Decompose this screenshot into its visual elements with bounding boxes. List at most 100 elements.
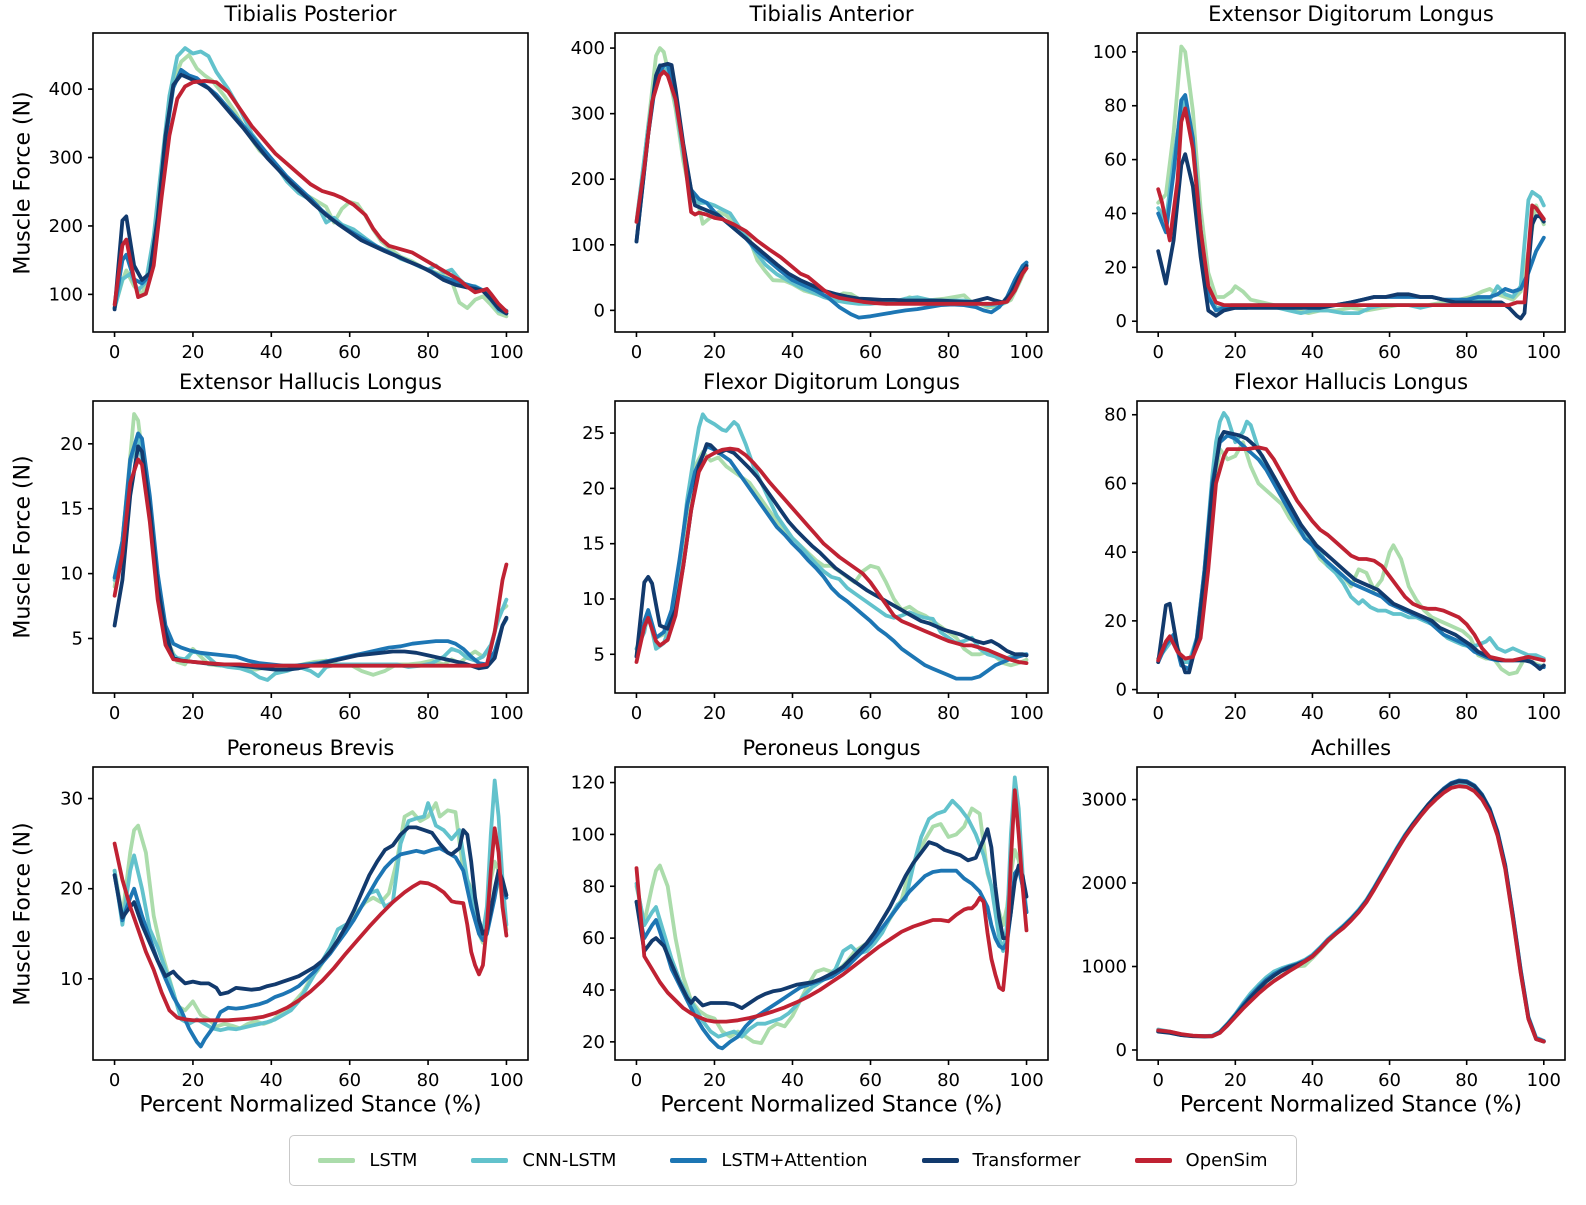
y-tick-label: 300 <box>49 148 83 169</box>
axes-spines <box>614 766 1049 1061</box>
y-tick-label: 300 <box>571 104 605 125</box>
series-line-cnn-lstm <box>1156 411 1546 664</box>
y-tick-label: 60 <box>1104 473 1127 494</box>
subplot-peroneus-brevis: Peroneus Brevis Muscle Force (N) Percent… <box>0 724 529 1133</box>
transformer-line-swatch-icon <box>921 1158 959 1163</box>
x-tick-label: 60 <box>859 342 882 362</box>
series-line-lstm-attention <box>634 866 1029 1051</box>
axes-spines <box>1136 766 1566 1061</box>
x-tick-label: 60 <box>1378 342 1401 362</box>
plot-canvas: 0 20 40 60 80 100 0 100 200 300 400 <box>571 32 1049 362</box>
series-line-transformer <box>1156 430 1546 675</box>
series-line-opensim <box>634 446 1029 665</box>
y-tick-label: 60 <box>1104 150 1127 171</box>
series-line-transformer <box>112 444 509 672</box>
y-tick-label: 80 <box>1104 96 1127 117</box>
series-line-opensim <box>1156 784 1546 1044</box>
x-tick-label: 60 <box>1378 1070 1401 1091</box>
x-tick-label: 60 <box>859 703 882 724</box>
subplot-extensor-hallucis-longus: Extensor Hallucis Longus Muscle Force (N… <box>0 362 529 724</box>
x-tick-label: 40 <box>1301 1070 1324 1091</box>
plot-title: Peroneus Brevis <box>226 736 395 760</box>
x-tick-label: 40 <box>781 342 804 362</box>
legend-item-opensim: OpenSim <box>1134 1150 1268 1171</box>
x-tick-label: 40 <box>260 342 283 362</box>
legend-label: LSTM <box>369 1150 418 1171</box>
y-tick-label: 15 <box>60 499 83 520</box>
y-tick-label: 20 <box>60 434 83 455</box>
x-tick-label: 0 <box>631 703 642 724</box>
series-line-transformer <box>112 72 509 316</box>
plot-canvas: 0 20 40 60 80 100 20 40 60 80 100 120 <box>571 766 1049 1091</box>
x-tick-label: 40 <box>260 1070 283 1091</box>
y-tick-label: 1000 <box>1081 957 1127 978</box>
x-tick-label: 0 <box>631 342 642 362</box>
series-lines <box>112 778 509 1049</box>
x-tick-label: 80 <box>1455 342 1478 362</box>
subplot-tibialis-posterior: Tibialis Posterior Muscle Force (N) 0 20 4… <box>0 0 529 362</box>
plot-title: Tibialis Anterior <box>749 2 914 26</box>
x-tick-label: 40 <box>1301 342 1324 362</box>
plot-canvas: 0 20 40 60 80 100 10 20 30 <box>60 766 529 1091</box>
legend-box: LSTM CNN-LSTM LSTM+Attention Transformer… <box>289 1135 1297 1186</box>
x-tick-label: 0 <box>631 1070 642 1091</box>
series-line-lstm-attention <box>1156 93 1546 313</box>
series-line-lstm <box>634 46 1029 309</box>
y-tick-label: 5 <box>594 644 605 665</box>
series-lines <box>112 412 509 682</box>
subplot-peroneus-longus: Peroneus Longus Percent Normalized Stanc… <box>529 724 1057 1133</box>
lstm-line-swatch-icon <box>318 1158 356 1163</box>
x-tick-label: 40 <box>781 703 804 724</box>
legend-item-transformer: Transformer <box>921 1150 1081 1171</box>
x-tick-label: 20 <box>1224 342 1247 362</box>
y-tick-label: 40 <box>1104 203 1127 224</box>
legend-label: Transformer <box>972 1150 1081 1171</box>
y-tick-label: 2000 <box>1081 873 1127 894</box>
series-lines <box>634 412 1029 681</box>
x-tick-label: 80 <box>417 703 440 724</box>
y-tick-label: 20 <box>1104 611 1127 632</box>
y-tick-label: 0 <box>1116 311 1127 332</box>
series-lines <box>634 775 1029 1051</box>
y-tick-label: 15 <box>582 534 605 555</box>
x-axis-label: Percent Normalized Stance (%) <box>660 1092 1003 1118</box>
x-tick-label: 20 <box>703 342 726 362</box>
y-tick-label: 20 <box>582 478 605 499</box>
y-tick-label: 20 <box>582 1032 605 1053</box>
series-line-opensim <box>634 788 1029 1024</box>
x-tick-label: 60 <box>338 342 361 362</box>
legend-item-lstm-attention: LSTM+Attention <box>670 1150 868 1171</box>
y-tick-label: 0 <box>1116 1040 1127 1061</box>
x-tick-label: 60 <box>859 1070 882 1091</box>
y-tick-label: 80 <box>1104 405 1127 426</box>
series-line-cnn-lstm <box>1156 98 1546 315</box>
legend-label: CNN-LSTM <box>522 1150 617 1171</box>
y-tick-label: 120 <box>571 773 605 794</box>
x-tick-label: 60 <box>1378 703 1401 724</box>
y-tick-label: 100 <box>571 235 605 256</box>
y-tick-label: 40 <box>582 980 605 1001</box>
x-tick-label: 0 <box>109 1070 120 1091</box>
series-line-lstm <box>1156 782 1546 1044</box>
y-tick-label: 30 <box>60 789 83 810</box>
y-tick-label: 200 <box>571 169 605 190</box>
plot-canvas: 0 20 40 60 80 100 100 200 300 400 <box>49 32 529 362</box>
series-line-opensim <box>1156 106 1546 307</box>
y-tick-label: 200 <box>49 216 83 237</box>
x-tick-label: 20 <box>181 1070 204 1091</box>
x-axis-label: Percent Normalized Stance (%) <box>139 1092 482 1118</box>
x-tick-label: 100 <box>489 1070 523 1091</box>
subplot-tibialis-anterior: Tibialis Anterior 0 20 40 60 80 100 0 100 200 300… <box>529 0 1057 362</box>
x-tick-label: 100 <box>1009 1070 1043 1091</box>
x-tick-label: 100 <box>1527 703 1561 724</box>
x-tick-label: 60 <box>338 703 361 724</box>
y-tick-label: 80 <box>582 876 605 897</box>
x-tick-label: 40 <box>1301 703 1324 724</box>
series-line-cnn-lstm <box>634 775 1029 1039</box>
axes-spines <box>1136 400 1566 694</box>
y-tick-label: 0 <box>1116 680 1127 701</box>
y-tick-label: 0 <box>594 300 605 321</box>
x-tick-label: 80 <box>417 1070 440 1091</box>
axes-spines <box>614 400 1049 694</box>
